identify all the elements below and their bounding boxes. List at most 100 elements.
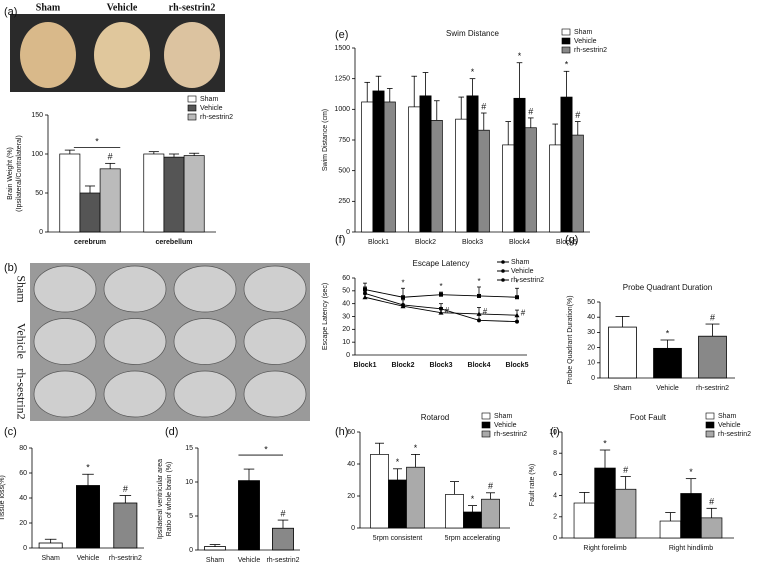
y-tick-label: 30 bbox=[342, 313, 350, 320]
bar bbox=[502, 144, 515, 233]
legend-label: rh-sestrin2 bbox=[511, 277, 544, 284]
bar bbox=[419, 95, 432, 233]
y-tick-label: 60 bbox=[342, 275, 350, 282]
brain bbox=[164, 22, 220, 88]
y-tick-label: 40 bbox=[342, 301, 350, 308]
point bbox=[476, 311, 482, 316]
x-tick-label: Block2 bbox=[392, 362, 415, 369]
legend-label: Sham bbox=[718, 413, 736, 420]
y-tick-label: 20 bbox=[19, 520, 27, 527]
bar bbox=[524, 127, 537, 233]
bar bbox=[113, 502, 138, 549]
point bbox=[477, 293, 481, 298]
bar bbox=[370, 454, 389, 529]
legend-label: Vehicle bbox=[494, 422, 517, 429]
panel-label: (c) bbox=[4, 426, 17, 438]
bar bbox=[614, 488, 637, 539]
bar bbox=[594, 467, 616, 539]
significance-mark: # bbox=[123, 484, 128, 494]
y-tick-label: 500 bbox=[338, 168, 350, 175]
y-tick-label: 50 bbox=[35, 190, 43, 197]
bar bbox=[571, 134, 584, 233]
bar bbox=[383, 101, 396, 233]
row-label: Sham bbox=[14, 275, 28, 303]
legend-swatch bbox=[561, 46, 571, 54]
bar bbox=[455, 118, 468, 233]
significance-mark: * bbox=[471, 67, 475, 77]
y-tick-label: 1500 bbox=[334, 45, 350, 52]
legend-marker bbox=[501, 278, 505, 282]
bar bbox=[573, 502, 596, 539]
x-tick-label: rh-sestrin2 bbox=[266, 557, 299, 564]
bar bbox=[653, 347, 682, 379]
y-tick-label: 40 bbox=[587, 314, 595, 321]
bar bbox=[608, 326, 637, 379]
x-tick-label: 5rpm consistent bbox=[373, 535, 422, 542]
bar bbox=[38, 542, 63, 549]
chart-title: Probe Quadrant Duration bbox=[623, 283, 712, 292]
y-tick-label: 30 bbox=[587, 329, 595, 336]
bar bbox=[238, 480, 260, 551]
x-tick-label: Block1 bbox=[368, 239, 389, 246]
bracket-label: * bbox=[95, 137, 99, 147]
bar bbox=[700, 517, 723, 539]
bar bbox=[59, 153, 81, 233]
x-tick-label: Block1 bbox=[354, 362, 377, 369]
chart-title: Rotarod bbox=[421, 413, 449, 422]
x-tick-label: rh-sestrin2 bbox=[109, 555, 142, 562]
y-axis-label: Probe Quadrant Duration(%) bbox=[567, 295, 574, 384]
significance-mark: * bbox=[515, 278, 518, 287]
y-tick-label: 100 bbox=[31, 151, 43, 158]
legend-label: Vehicle bbox=[200, 105, 223, 112]
significance-mark: # bbox=[483, 307, 488, 316]
bar bbox=[143, 153, 165, 233]
legend-label: rh-sestrin2 bbox=[494, 431, 527, 438]
x-tick-label: Sham bbox=[42, 555, 60, 562]
row-label: Vehicle bbox=[14, 323, 28, 359]
significance-mark: * bbox=[666, 328, 670, 338]
panel-label: (a) bbox=[4, 6, 17, 18]
panel-label: (h) bbox=[335, 426, 348, 438]
point bbox=[477, 318, 481, 323]
x-tick-label: Block4 bbox=[509, 239, 530, 246]
y-tick-label: 50 bbox=[587, 299, 595, 306]
y-axis-label: Tissue loss(%) bbox=[0, 475, 6, 521]
point bbox=[515, 319, 519, 324]
point bbox=[400, 303, 406, 309]
y-tick-label: 1000 bbox=[334, 106, 350, 113]
row-label: rh-sestrin2 bbox=[14, 368, 28, 419]
significance-mark: # bbox=[445, 306, 450, 315]
brain-slice bbox=[33, 265, 97, 313]
y-tick-label: 60 bbox=[19, 470, 27, 477]
bar bbox=[680, 493, 702, 539]
legend-label: Sham bbox=[574, 29, 592, 36]
brain bbox=[20, 22, 76, 88]
y-tick-label: 6 bbox=[553, 471, 557, 478]
y-tick-label: 0 bbox=[189, 547, 193, 554]
point bbox=[362, 294, 368, 300]
y-tick-label: 10 bbox=[185, 479, 193, 486]
bar bbox=[481, 498, 500, 529]
y-tick-label: 80 bbox=[19, 445, 27, 452]
legend-label: Vehicle bbox=[511, 268, 534, 275]
y-tick-label: 40 bbox=[347, 461, 355, 468]
significance-mark: # bbox=[280, 508, 285, 518]
brain-slice bbox=[103, 370, 167, 418]
y-tick-label: 0 bbox=[591, 375, 595, 382]
brain-slice bbox=[33, 318, 97, 365]
legend-swatch bbox=[705, 412, 715, 420]
panel-label: (b) bbox=[4, 262, 17, 274]
y-tick-label: 0 bbox=[23, 545, 27, 552]
y-tick-label: 20 bbox=[587, 344, 595, 351]
significance-mark: * bbox=[401, 278, 404, 287]
bar bbox=[408, 106, 421, 233]
y-tick-label: 20 bbox=[342, 326, 350, 333]
y-tick-label: 60 bbox=[347, 429, 355, 436]
bar bbox=[204, 546, 226, 551]
significance-mark: * bbox=[477, 277, 480, 286]
legend-marker bbox=[501, 269, 505, 273]
y-tick-label: 250 bbox=[338, 198, 350, 205]
x-tick-label: Block4 bbox=[468, 362, 491, 369]
bracket-label: * bbox=[264, 444, 268, 454]
chart-title: Foot Fault bbox=[630, 413, 667, 422]
